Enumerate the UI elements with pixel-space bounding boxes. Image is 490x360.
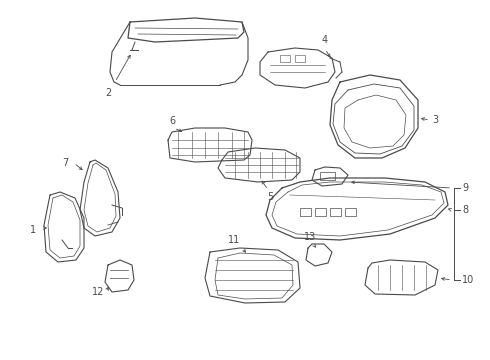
Text: 6: 6 <box>169 116 175 126</box>
Text: 9: 9 <box>462 183 468 193</box>
Text: 8: 8 <box>462 205 468 215</box>
Bar <box>320 172 335 180</box>
Text: 3: 3 <box>432 115 438 125</box>
Bar <box>315 208 326 216</box>
Text: 7: 7 <box>62 158 68 168</box>
Text: 13: 13 <box>304 232 316 242</box>
Bar <box>330 208 341 216</box>
Text: 10: 10 <box>462 275 474 285</box>
Text: 4: 4 <box>322 35 328 45</box>
Text: 1: 1 <box>30 225 36 235</box>
Text: 12: 12 <box>92 287 104 297</box>
Bar <box>280 55 290 62</box>
Text: 2: 2 <box>105 88 111 98</box>
Bar <box>345 208 356 216</box>
Bar <box>295 55 305 62</box>
Text: 11: 11 <box>228 235 240 245</box>
Text: 5: 5 <box>267 192 273 202</box>
Bar <box>300 208 311 216</box>
